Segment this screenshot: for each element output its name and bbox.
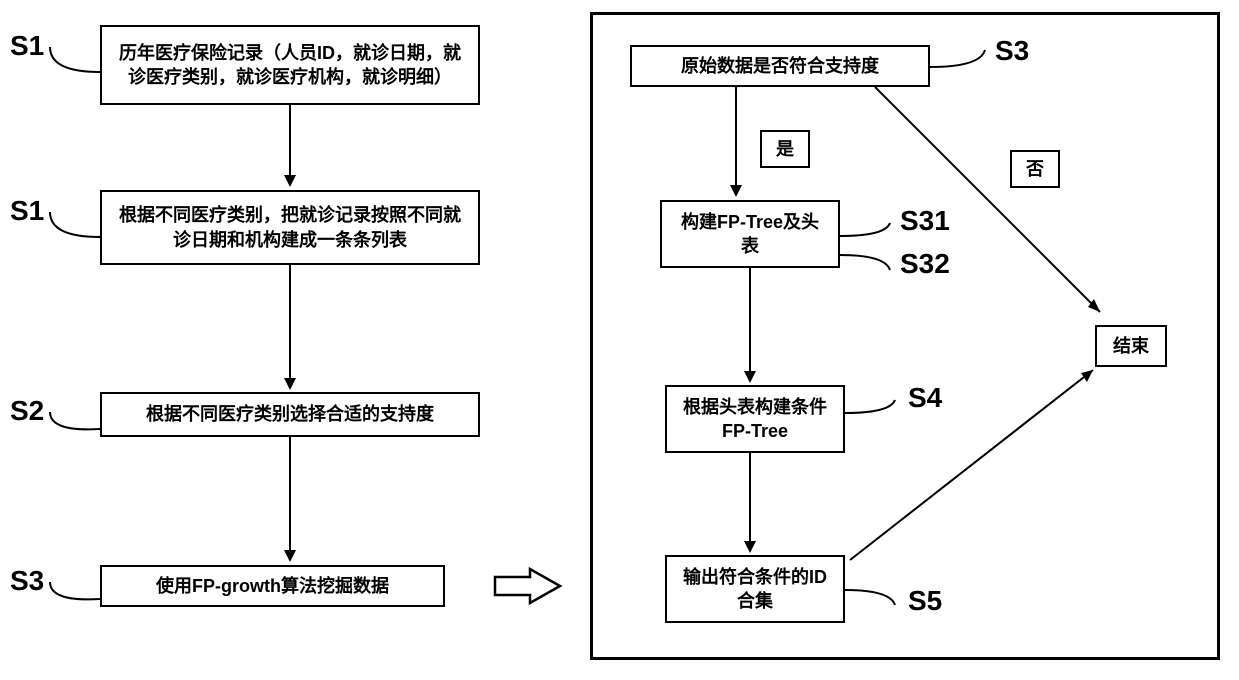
connector-s31 <box>835 218 900 248</box>
label-s32: S32 <box>900 248 950 280</box>
box-cond-fptree: 根据头表构建条件FP-Tree <box>665 385 845 453</box>
label-s32-text: S32 <box>900 248 950 279</box>
box-check-support: 原始数据是否符合支持度 <box>630 45 930 87</box>
connector-s2 <box>45 407 105 437</box>
label-s3-right: S3 <box>995 35 1029 67</box>
arrow-1-2-head <box>284 175 296 187</box>
label-s3-right-text: S3 <box>995 35 1029 66</box>
hollow-arrow-icon <box>490 565 570 607</box>
box-no: 否 <box>1010 150 1060 188</box>
connector-s5 <box>840 580 905 610</box>
arrow-b2-b3 <box>749 268 751 373</box>
arrow-b4-end <box>845 365 1105 565</box>
label-s3-left-text: S3 <box>10 565 44 596</box>
box-check-support-text: 原始数据是否符合支持度 <box>681 54 879 78</box>
box-support: 根据不同医疗类别选择合适的支持度 <box>100 392 480 437</box>
arrow-b3-b4-head <box>744 541 756 553</box>
arrow-b3-b4 <box>749 453 751 543</box>
box-fpgrowth-text: 使用FP-growth算法挖掘数据 <box>156 574 389 598</box>
label-s31-text: S31 <box>900 205 950 236</box>
label-s1-top: S1 <box>10 30 44 62</box>
label-s31: S31 <box>900 205 950 237</box>
box-cond-fptree-text: 根据头表构建条件FP-Tree <box>677 395 833 444</box>
connector-s32 <box>835 245 900 275</box>
box-fpgrowth: 使用FP-growth算法挖掘数据 <box>100 565 445 607</box>
box-lists-text: 根据不同医疗类别，把就诊记录按照不同就诊日期和机构建成一条条列表 <box>112 203 468 252</box>
box-records: 历年医疗保险记录（人员ID，就诊日期，就诊医疗类别，就诊医疗机构，就诊明细） <box>100 25 480 105</box>
arrow-yes-head <box>730 185 742 197</box>
arrow-3-4 <box>289 437 291 552</box>
box-output: 输出符合条件的ID合集 <box>665 555 845 623</box>
label-s2: S2 <box>10 395 44 427</box>
arrow-yes-v <box>735 87 737 187</box>
label-s1-bottom-text: S1 <box>10 195 44 226</box>
label-s2-text: S2 <box>10 395 44 426</box>
box-support-text: 根据不同医疗类别选择合适的支持度 <box>146 402 434 426</box>
box-build-fptree-text: 构建FP-Tree及头表 <box>672 210 828 259</box>
connector-s1-bottom <box>45 207 105 247</box>
connector-s3-right <box>925 45 995 80</box>
box-no-text: 否 <box>1026 157 1044 181</box>
arrow-b2-b3-head <box>744 371 756 383</box>
box-lists: 根据不同医疗类别，把就诊记录按照不同就诊日期和机构建成一条条列表 <box>100 190 480 265</box>
label-s5-text: S5 <box>908 585 942 616</box>
label-s5: S5 <box>908 585 942 617</box>
arrow-3-4-head <box>284 550 296 562</box>
connector-s1-top <box>45 42 105 82</box>
label-s3-left: S3 <box>10 565 44 597</box>
label-s1-top-text: S1 <box>10 30 44 61</box>
arrow-2-3 <box>289 265 291 380</box>
connector-s3-left <box>45 577 105 607</box>
box-build-fptree: 构建FP-Tree及头表 <box>660 200 840 268</box>
box-yes-text: 是 <box>776 137 794 161</box>
label-s1-bottom: S1 <box>10 195 44 227</box>
box-end: 结束 <box>1095 325 1167 367</box>
box-end-text: 结束 <box>1113 334 1149 358</box>
box-yes: 是 <box>760 130 810 168</box>
box-output-text: 输出符合条件的ID合集 <box>677 565 833 614</box>
box-records-text: 历年医疗保险记录（人员ID，就诊日期，就诊医疗类别，就诊医疗机构，就诊明细） <box>112 41 468 90</box>
arrow-1-2 <box>289 105 291 177</box>
arrow-2-3-head <box>284 378 296 390</box>
